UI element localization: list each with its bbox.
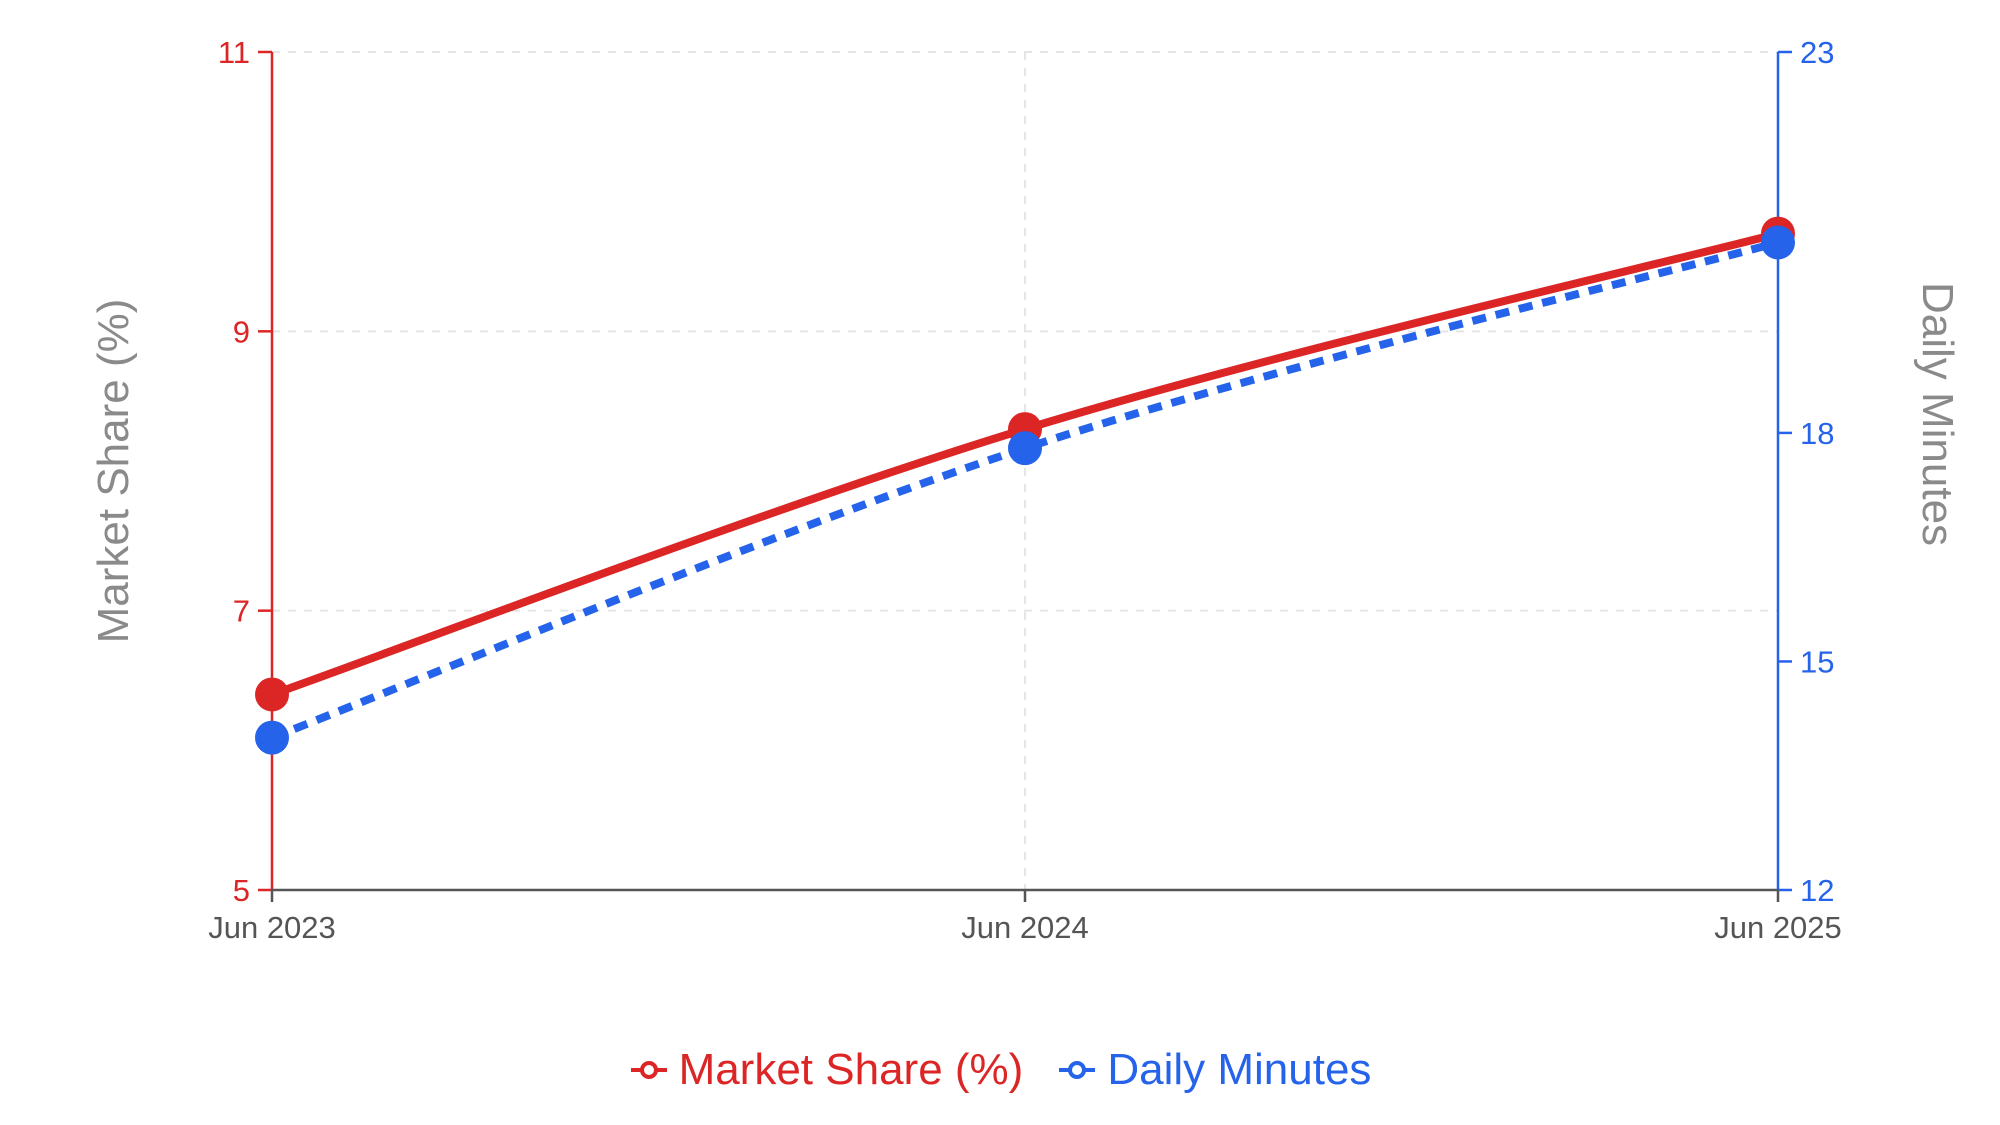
y-axis-right-title: Daily Minutes (1913, 282, 1962, 546)
y-axis-right-tick-label: 12 (1800, 873, 1834, 908)
y-axis-left-tick-label: 11 (218, 35, 250, 70)
legend-item-daily-minutes[interactable]: Daily Minutes (1057, 1045, 1371, 1095)
y-axis-right-tick-label: 15 (1800, 644, 1834, 679)
legend-label-daily-minutes: Daily Minutes (1107, 1045, 1372, 1094)
legend-label-market-share: Market Share (%) (678, 1045, 1024, 1094)
y-axis-left-tick-label: 7 (233, 594, 250, 629)
legend-item-market-share[interactable]: Market Share (%) (629, 1045, 1024, 1095)
grid (271, 51, 1779, 891)
data-point-daily-minutes (255, 720, 289, 755)
x-axis-tick-label: Jun 2024 (961, 910, 1089, 945)
series-line-daily-minutes (270, 238, 1780, 742)
x-axis-tick-label: Jun 2023 (208, 910, 336, 945)
y-axis-left-tick-label: 9 (233, 314, 250, 349)
data-point-market-share (255, 677, 289, 712)
y-axis-right-tick-label: 18 (1800, 416, 1834, 451)
legend: Market Share (%) Daily Minutes (0, 1040, 2000, 1100)
y-axis-left-title: Market Share (%) (89, 299, 138, 644)
series (255, 216, 1795, 755)
y-axis-right-tick-label: 23 (1800, 35, 1834, 70)
data-point-daily-minutes (1008, 431, 1042, 466)
legend-swatch-market-share-icon (630, 1061, 667, 1079)
data-point-daily-minutes (1761, 225, 1795, 260)
x-axis-tick-label: Jun 2025 (1714, 910, 1842, 945)
legend-swatch-daily-minutes-icon (1059, 1061, 1096, 1079)
y-axis-left-tick-label: 5 (233, 873, 250, 908)
